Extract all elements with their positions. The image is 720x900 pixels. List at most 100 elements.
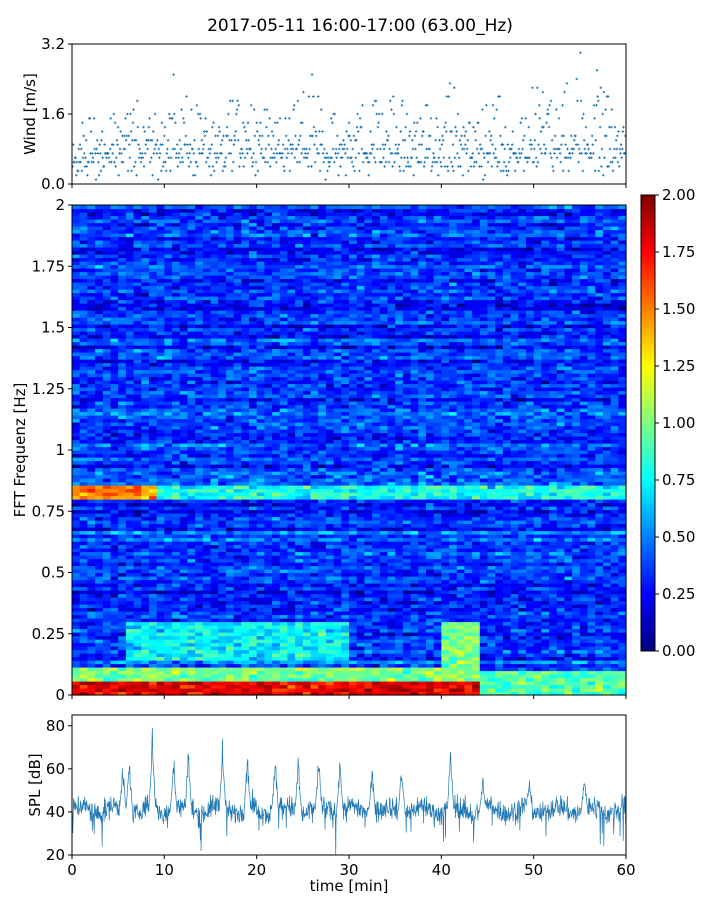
heatmap-cell [487,506,496,511]
heatmap-cell [541,635,550,640]
heatmap-cell [295,621,304,626]
heatmap-cell [287,555,296,560]
heatmap-cell [510,621,519,626]
heatmap-cell [164,663,173,668]
heatmap-cell [264,681,273,686]
heatmap-cell [556,656,566,661]
wind-point [225,125,229,129]
heatmap-cell [510,639,519,644]
heatmap-cell [464,663,473,668]
heatmap-cell [210,527,219,532]
heatmap-cell [133,635,142,640]
heatmap-cell [225,670,235,675]
heatmap-cell [102,551,112,556]
wind-point [201,147,205,151]
heatmap-cell [241,663,250,668]
wind-point [405,165,408,168]
heatmap-cell [241,555,250,560]
heatmap-cell [356,502,365,507]
heatmap-cell [179,611,189,616]
heatmap-cell [525,530,535,535]
heatmap-cell [441,569,450,574]
heatmap-cell [95,551,104,556]
heatmap-cell [564,569,573,574]
heatmap-cell [472,569,481,574]
heatmap-cell [502,576,512,581]
heatmap-cell [133,558,142,563]
heatmap-cell [610,688,619,693]
heatmap-cell [133,663,142,668]
heatmap-cell [572,590,581,595]
heatmap-cell [449,562,458,567]
heatmap-cell [225,499,235,504]
heatmap-cell [333,646,342,651]
heatmap-cell [325,607,335,612]
heatmap-cell [287,646,296,651]
heatmap-cell [133,495,142,500]
heatmap-cell [556,611,566,616]
heatmap-cell [518,541,527,546]
wind-point [136,125,140,129]
heatmap-cell [141,646,150,651]
heatmap-cell [164,681,173,686]
heatmap-cell [118,562,127,567]
heatmap-cell [256,537,265,542]
heatmap-cell [449,635,458,640]
heatmap-cell [618,614,627,619]
heatmap-cell [479,530,489,535]
heatmap-cell [95,674,104,679]
heatmap-cell [202,558,212,563]
heatmap-cell [187,600,196,605]
heatmap-cell [533,681,542,686]
heatmap-cell [295,565,304,570]
heatmap-cell [272,555,281,560]
heatmap-cell [602,611,612,616]
heatmap-cell [595,513,604,518]
wind-point [441,139,445,142]
heatmap-cell [533,621,542,626]
wind-point [435,117,438,120]
heatmap-cell [172,639,181,644]
heatmap-cell [141,688,150,693]
heatmap-cell [218,670,227,675]
wind-point [278,117,282,120]
heatmap-cell [279,558,289,563]
heatmap-cell [441,520,450,525]
heatmap-cell [425,600,435,605]
wind-point [491,104,495,107]
heatmap-cell [325,530,335,535]
heatmap-cell [433,628,442,633]
heatmap-cell [464,649,473,654]
heatmap-cell [572,621,581,626]
wind-point [398,165,401,168]
heatmap-cell [318,649,327,654]
heatmap-cell [364,562,373,567]
heatmap-cell [472,614,481,619]
heatmap-cell [433,646,442,651]
heatmap-cell [372,506,381,511]
heatmap-cell [333,558,342,563]
heatmap-cell [248,663,258,668]
heatmap-cell [549,688,558,693]
wind-point [351,147,354,151]
heatmap-cell [456,660,466,665]
heatmap-cell [72,639,81,644]
heatmap-cell [256,688,265,693]
wind-point [388,147,391,151]
heatmap-cell [572,583,581,588]
heatmap-cell [395,688,404,693]
heatmap-cell [533,660,542,665]
wind-point [97,160,100,164]
heatmap-cell [102,649,112,654]
heatmap-cell [264,656,273,661]
heatmap-cell [387,576,396,581]
heatmap-cell [118,590,127,595]
wind-point [460,134,463,138]
heatmap-cell [125,600,135,605]
heatmap-cell [318,628,327,633]
heatmap-cell [602,586,612,591]
wind-point [382,156,385,159]
heatmap-cell [302,646,312,651]
heatmap-cell [587,667,596,672]
heatmap-cell [449,534,458,539]
